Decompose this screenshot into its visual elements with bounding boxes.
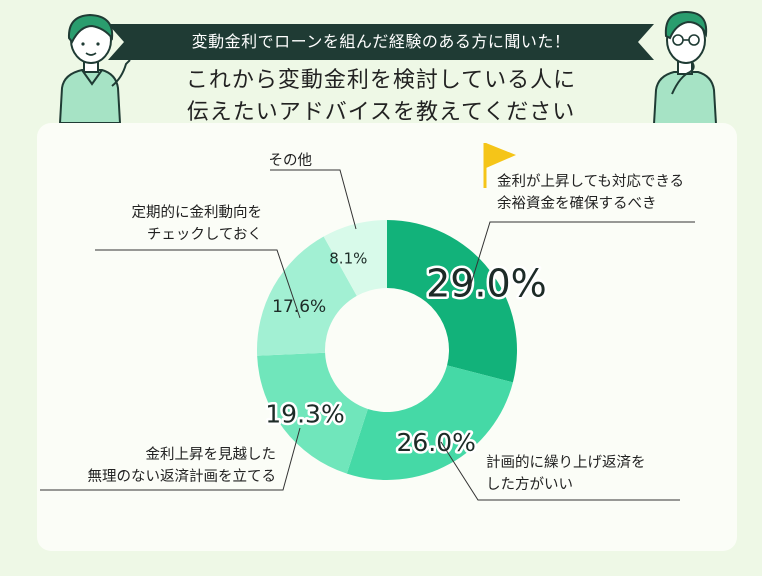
category-label-line: チェックしておく <box>146 227 262 243</box>
man-illustration-icon <box>652 10 718 124</box>
title-line-2: 伝えたいアドバイスを教えてください <box>186 100 576 125</box>
title-line-1: これから変動金利を検討している人に <box>185 68 577 93</box>
value-label-reserve-funds: 29.0% <box>426 261 547 305</box>
category-label-line: 金利が上昇しても対応できる <box>497 174 685 190</box>
slice-reserve-funds <box>387 220 517 383</box>
category-label-other: その他 <box>269 150 313 172</box>
value-label-prepayment: 26.0% <box>397 428 476 457</box>
category-label-line: 余裕資金を確保するべき <box>497 196 657 212</box>
leader-line-prepayment <box>440 441 680 501</box>
slice-repayment-plan <box>257 352 368 474</box>
category-label-repayment-plan: 金利上昇を見越した無理のない返済計画を立てる <box>88 444 277 488</box>
category-label-line: した方がいい <box>486 477 573 493</box>
category-label-line: 計画的に繰り上げ返済を <box>486 455 646 471</box>
flag-icon <box>483 143 516 188</box>
value-label-repayment-plan: 19.3% <box>265 399 344 428</box>
banner-text: 変動金利でローンを組んだ経験のある方に聞いた！ <box>191 32 571 51</box>
slice-other <box>323 220 387 296</box>
leader-line-repayment-plan <box>40 427 301 491</box>
leader-line-other <box>270 169 357 230</box>
leader-line-rate-check <box>95 249 301 319</box>
category-label-prepayment: 計画的に繰り上げ返済を した方がいい <box>486 452 646 496</box>
category-label-line: 無理のない返済計画を立てる <box>87 469 277 485</box>
category-label-line: 定期的に金利動向を <box>131 205 263 221</box>
value-label-rate-check: 17.6% <box>272 297 326 317</box>
category-label-rate-check: 定期的に金利動向をチェックしておく <box>132 202 263 246</box>
category-label-line: 金利上昇を見越した <box>145 447 277 463</box>
category-label-reserve-funds: 金利が上昇しても対応できる 余裕資金を確保するべき <box>497 171 684 215</box>
category-label-line: その他 <box>268 153 313 169</box>
banner-ribbon <box>108 24 654 60</box>
slice-prepayment <box>346 365 513 481</box>
woman-illustration-icon <box>58 13 131 123</box>
leader-line-reserve-funds <box>469 221 695 288</box>
slice-rate-check <box>257 236 357 356</box>
value-label-other: 8.1% <box>329 250 367 268</box>
banner: 変動金利でローンを組んだ経験のある方に聞いた！ <box>108 22 654 62</box>
